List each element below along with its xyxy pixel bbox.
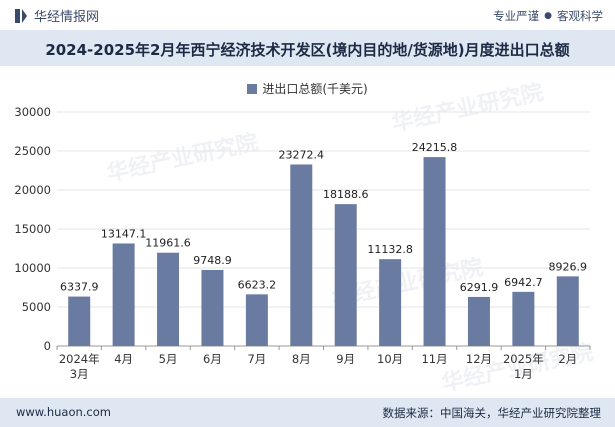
data-source: 数据来源：中国海关，华经产业研究院整理 <box>382 406 602 420</box>
y-tick-label: 20000 <box>14 183 51 197</box>
y-tick-label: 15000 <box>14 222 51 236</box>
brand: 华经情报网 <box>14 6 99 25</box>
x-tick-label-line: 5月 <box>159 352 178 366</box>
data-label: 13147.1 <box>101 227 147 240</box>
bar <box>334 204 357 346</box>
x-tick-label: 10月 <box>377 352 403 366</box>
bar <box>112 243 135 346</box>
legend-label: 进出口总额(千美元) <box>262 82 368 96</box>
x-tick-label: 11月 <box>421 352 447 366</box>
legend-swatch <box>247 84 258 94</box>
x-tick-label: 7月 <box>247 352 266 366</box>
x-tick-label: 2024年 3月 <box>59 352 100 381</box>
data-label: 18188.6 <box>323 188 369 201</box>
data-label: 11961.6 <box>145 237 191 250</box>
bar <box>423 157 446 346</box>
data-label: 9748.9 <box>193 254 232 267</box>
x-tick-label: 5月 <box>159 352 178 366</box>
x-tick-label-line: 8月 <box>292 352 311 366</box>
y-tick-label: 10000 <box>14 261 51 275</box>
slogan: 专业严谨 ● 客观科学 <box>493 8 603 24</box>
bar <box>68 296 91 346</box>
x-tick-label: 8月 <box>292 352 311 366</box>
brand-logo-icon <box>14 8 28 24</box>
y-tick-label: 25000 <box>14 144 51 158</box>
x-tick-label-line: 2025年 <box>503 352 544 366</box>
x-tick-label: 2025年 1月 <box>503 352 544 381</box>
x-tick-label: 12月 <box>466 352 492 366</box>
data-label: 11132.8 <box>367 243 413 256</box>
bar <box>201 269 224 346</box>
x-tick-label-line: 3月 <box>70 367 89 381</box>
bar <box>245 294 268 346</box>
x-tick-label-line: 12月 <box>466 352 492 366</box>
website-link[interactable]: www.huaon.com <box>16 405 111 419</box>
x-tick-label: 2月 <box>558 352 577 366</box>
x-tick-label: 4月 <box>114 352 133 366</box>
bar-chart: 0 5000 10000 15000 20000 25000 30000 6337.9 2024… <box>14 105 591 381</box>
footer: www.huaon.com 数据来源：中国海关，华经产业研究院整理 <box>0 398 615 427</box>
chart-legend: 进出口总额(千美元) <box>0 80 615 97</box>
x-tick-label-line: 1月 <box>514 367 533 381</box>
title-bar: 2024-2025年2月年西宁经济技术开发区(境内目的地/货源地)月度进出口总额 <box>0 30 615 66</box>
top-bar: 华经情报网 专业严谨 ● 客观科学 <box>0 0 615 30</box>
x-tick-label-line: 6月 <box>203 352 222 366</box>
data-label: 6291.9 <box>460 281 499 294</box>
data-label: 23272.4 <box>279 148 325 161</box>
slogan-separator: ● <box>544 11 552 21</box>
y-tick-label: 5000 <box>22 300 51 314</box>
x-tick-label-line: 10月 <box>377 352 403 366</box>
data-label: 6623.2 <box>238 278 277 291</box>
bar <box>556 276 579 346</box>
bar <box>290 164 313 346</box>
bar <box>467 296 490 346</box>
x-tick-label-line: 2024年 <box>59 352 100 366</box>
y-tick-label: 0 <box>44 339 51 353</box>
slogan-right: 客观科学 <box>557 9 603 23</box>
bar <box>512 291 535 346</box>
y-tick-label: 30000 <box>14 105 51 119</box>
x-tick-label-line: 11月 <box>421 352 447 366</box>
brand-name: 华经情报网 <box>34 10 100 25</box>
data-label: 6942.7 <box>504 276 543 289</box>
chart-title: 2024-2025年2月年西宁经济技术开发区(境内目的地/货源地)月度进出口总额 <box>45 41 570 59</box>
x-tick-label-line: 9月 <box>336 352 355 366</box>
x-tick-label-line: 2月 <box>558 352 577 366</box>
x-tick-label: 6月 <box>203 352 222 366</box>
bar <box>379 259 402 346</box>
data-label: 6337.9 <box>60 281 99 294</box>
x-tick-label-line: 7月 <box>247 352 266 366</box>
bar <box>157 252 180 346</box>
data-label: 8926.9 <box>549 260 588 273</box>
slogan-left: 专业严谨 <box>493 9 540 23</box>
x-tick-label-line: 4月 <box>114 352 133 366</box>
x-tick-label: 9月 <box>336 352 355 366</box>
data-label: 24215.8 <box>412 141 458 154</box>
